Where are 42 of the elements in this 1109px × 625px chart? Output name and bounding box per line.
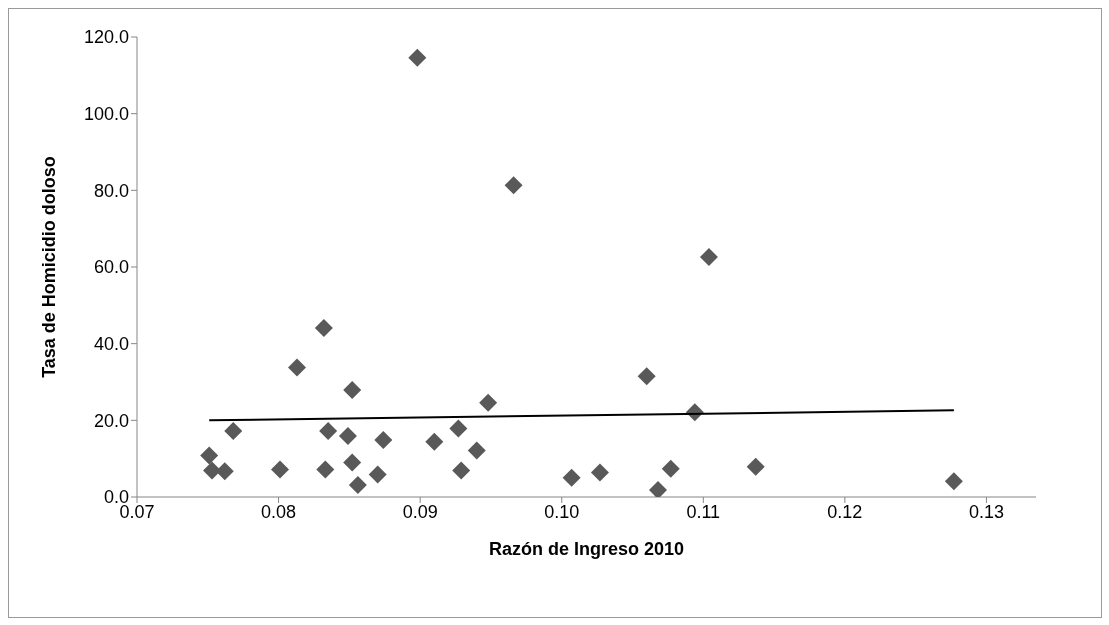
point xyxy=(562,468,581,487)
point xyxy=(314,318,333,337)
point xyxy=(374,430,393,449)
point xyxy=(637,367,656,386)
x-tick-label: 0.11 xyxy=(686,501,721,522)
y-tick-label: 100.0 xyxy=(83,104,129,125)
x-axis-title: Razón de Ingreso 2010 xyxy=(488,539,685,559)
point xyxy=(200,446,219,465)
point xyxy=(348,476,367,495)
point xyxy=(368,465,387,484)
point xyxy=(316,460,335,479)
point xyxy=(287,358,306,377)
y-tick-label: 80.0 xyxy=(93,180,129,201)
y-tick-label: 20.0 xyxy=(93,410,129,431)
point xyxy=(699,248,718,267)
x-tick-label: 0.13 xyxy=(968,501,1004,522)
point xyxy=(467,441,486,460)
point xyxy=(944,472,963,491)
point xyxy=(343,453,362,472)
x-tick-label: 0.12 xyxy=(827,501,863,522)
point xyxy=(338,427,357,446)
point xyxy=(661,459,680,478)
y-axis-title: Tasa de Homicidio doloso xyxy=(39,156,60,378)
point xyxy=(425,432,444,451)
x-tick-label: 0.08 xyxy=(261,501,297,522)
y-tick-label: 60.0 xyxy=(93,257,129,278)
point xyxy=(449,419,468,438)
point xyxy=(479,393,498,412)
point xyxy=(649,481,667,497)
point xyxy=(504,176,523,195)
point xyxy=(319,422,338,441)
x-tick-label: 0.09 xyxy=(402,501,438,522)
point xyxy=(408,48,427,67)
point xyxy=(270,460,289,479)
point xyxy=(746,457,765,476)
point xyxy=(590,463,609,482)
y-tick-label: 120.0 xyxy=(83,27,129,48)
point xyxy=(343,381,362,400)
point xyxy=(224,422,243,441)
y-tick-label: 40.0 xyxy=(93,334,129,355)
x-tick-label: 0.10 xyxy=(544,501,580,522)
point xyxy=(452,461,471,480)
